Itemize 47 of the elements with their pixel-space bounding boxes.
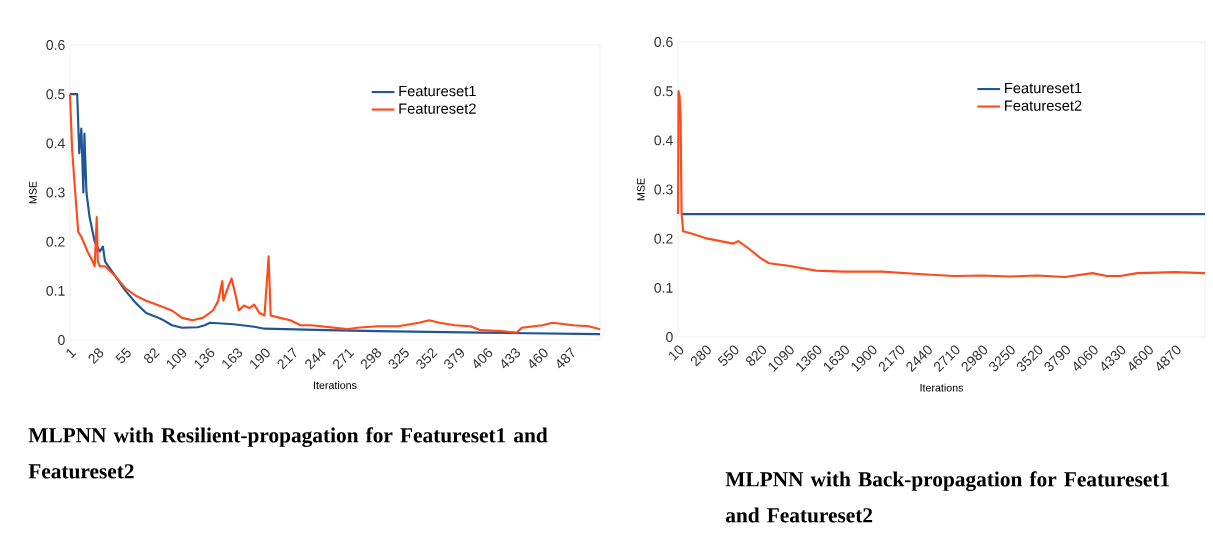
text: MLPNN with Resilient-propagation for Featureset1 and Featureset2 — [28, 427, 548, 479]
legend-label: Featureset1 — [1005, 83, 1082, 94]
x-tick-label: 433 — [501, 348, 521, 369]
y-tick-label: 0.2 — [654, 233, 673, 244]
y-tick-label: 0.5 — [654, 86, 673, 97]
y-tick-label: 0.6 — [654, 37, 673, 47]
y-tick-label: 0.1 — [654, 282, 673, 293]
x-tick-label: 1 — [66, 348, 77, 359]
y-tick-label: 0.2 — [46, 236, 65, 247]
x-tick-label: 271 — [333, 348, 355, 370]
y-tick-label: 0.3 — [654, 184, 673, 195]
y-tick-label: 0.4 — [654, 135, 673, 146]
x-tick-label: 109 — [166, 348, 187, 370]
x-tick-label: 325 — [388, 347, 409, 369]
x-axis-title: Iterations — [920, 383, 964, 392]
x-tick-label: 55 — [115, 347, 131, 364]
legend-label: Featureset2 — [399, 103, 476, 114]
x-tick-label: 163 — [222, 348, 243, 370]
x-tick-label: 550 — [717, 345, 739, 366]
y-axis-title: MSE — [29, 181, 37, 204]
y-tick-label: 0.5 — [46, 89, 65, 100]
y-tick-label: 0 — [58, 335, 65, 345]
text: MLPNN with Back-propagation for Featureset1 and Featureset2 — [725, 471, 1169, 523]
x-tick-label: 136 — [194, 348, 215, 370]
y-tick-label: 0.4 — [46, 138, 65, 149]
x-tick-label: 820 — [746, 345, 767, 366]
x-tick-label: 82 — [144, 348, 160, 364]
legend-label: Featureset1 — [399, 86, 476, 97]
x-tick-label: 10 — [669, 345, 684, 361]
x-tick-label: 280 — [690, 345, 711, 367]
legend-label: Featureset2 — [1005, 100, 1082, 111]
y-tick-label: 0.3 — [46, 187, 65, 198]
x-tick-label: 190 — [250, 348, 270, 370]
y-tick-label: 0.6 — [46, 40, 65, 50]
y-axis-title: MSE — [637, 178, 645, 201]
y-tick-label: 0 — [666, 332, 673, 342]
x-tick-label: 379 — [444, 348, 465, 369]
x-tick-label: 298 — [360, 348, 382, 370]
x-tick-label: 28 — [88, 348, 104, 365]
x-tick-label: 352 — [416, 348, 438, 369]
x-tick-label: 460 — [529, 348, 548, 369]
y-tick-label: 0.1 — [46, 285, 65, 296]
x-tick-label: 487 — [557, 347, 575, 369]
x-tick-label: 244 — [305, 348, 326, 370]
x-tick-label: 217 — [277, 347, 297, 370]
x-axis-title: Iterations — [314, 381, 357, 390]
x-tick-label: 406 — [473, 348, 493, 369]
